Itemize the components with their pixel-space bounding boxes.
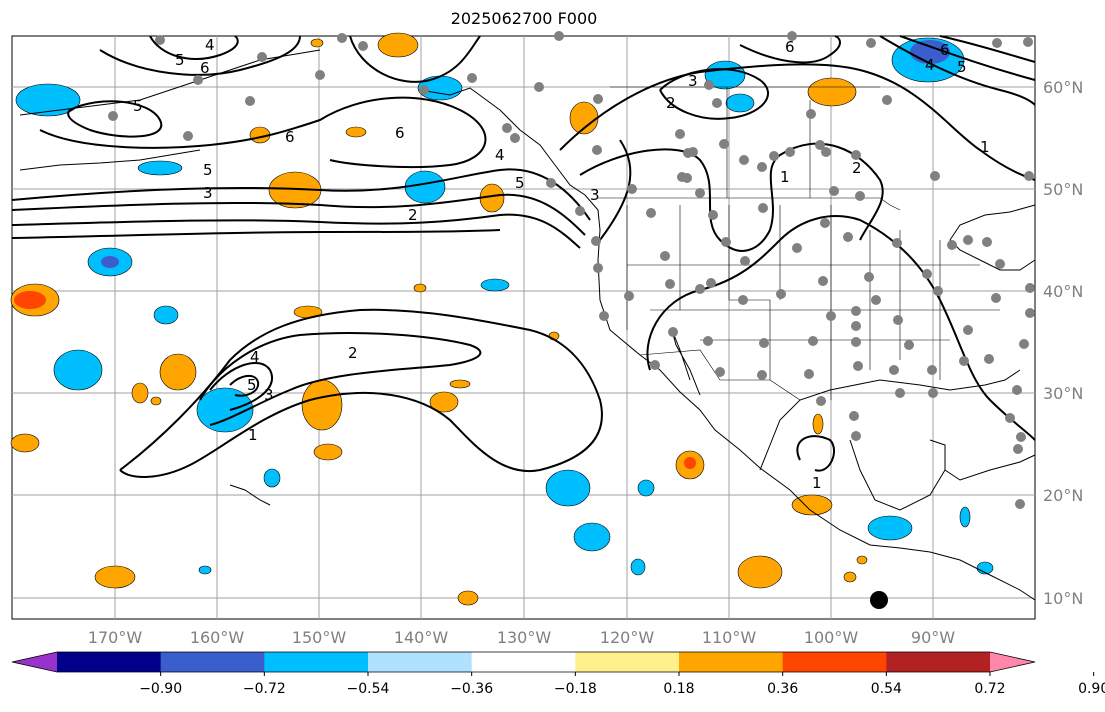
colorbar-bin (160, 652, 265, 672)
lon-label: 130°W (497, 628, 552, 647)
contour-label-3: 3 (590, 186, 600, 204)
colorbar-extension-high (990, 652, 1035, 672)
colorbar-bin (886, 652, 991, 672)
colorbar-bin (679, 652, 784, 672)
colorbar-tick-label: 0.18 (663, 681, 694, 697)
contour-label-5: 5 (203, 161, 213, 179)
contour-label-6: 6 (785, 38, 795, 56)
colorbar-bin (264, 652, 369, 672)
longitude-labels: 170°W 160°W 150°W 140°W 130°W 120°W 110°… (88, 628, 955, 647)
lat-label: 20°N (1043, 486, 1083, 505)
colorbar-bin (782, 652, 887, 672)
colorbar-tick-label: 0.54 (871, 681, 902, 697)
contour-labels: 3 5 2 6 6 5 6 5 4 5 4 3 2 3 6 1 2 1 6 4 … (133, 36, 990, 492)
contour-label-4: 4 (250, 348, 260, 366)
contour-label-1: 1 (248, 426, 258, 444)
colorbar: −0.90 −0.72 −0.54 −0.36 −0.18 0.18 0.36 0.54 0.7… (11, 651, 1105, 697)
colorbar-outline (11, 651, 1036, 673)
colorbar-tick-label: −0.36 (450, 681, 493, 697)
contour-label-4: 4 (205, 36, 215, 54)
contour-label-5: 5 (175, 51, 185, 69)
lat-label: 40°N (1043, 282, 1083, 301)
colorbar-tick-label: −0.72 (243, 681, 286, 697)
contour-label-5: 5 (515, 174, 525, 192)
colorbar-tick-label: 0.72 (974, 681, 1005, 697)
lon-label: 120°W (600, 628, 655, 647)
contour-label-1: 1 (980, 138, 990, 156)
colorbar-bin (57, 652, 162, 672)
contour-label-3: 3 (264, 386, 274, 404)
lon-label: 150°W (292, 628, 347, 647)
lon-label: 90°W (911, 628, 955, 647)
colorbar-tick-label: 0.90 (1078, 681, 1105, 697)
contour-label-5: 5 (957, 58, 967, 76)
colorbar-tick-label: −0.54 (347, 681, 390, 697)
contour-label-3: 3 (203, 184, 213, 202)
contour-label-6: 6 (200, 59, 210, 77)
colorbar-tick-label: 0.36 (767, 681, 798, 697)
latitude-labels: 60°N 50°N 40°N 30°N 20°N 10°N (1043, 78, 1083, 608)
lon-label: 170°W (88, 628, 143, 647)
contour-label-4: 4 (925, 56, 935, 74)
colorbar-bin (368, 652, 473, 672)
anomaly-shading (10, 32, 994, 606)
contour-label-2: 2 (408, 206, 418, 224)
contour-label-3: 3 (688, 72, 698, 90)
lon-label: 160°W (190, 628, 245, 647)
contour-label-6: 6 (395, 124, 405, 142)
lat-label: 10°N (1043, 589, 1083, 608)
contour-label-6: 6 (285, 128, 295, 146)
contour-label-1: 1 (780, 168, 790, 186)
lat-label: 30°N (1043, 384, 1083, 403)
contour-label-2: 2 (348, 344, 358, 362)
lon-label: 100°W (804, 628, 859, 647)
reference-dot (870, 591, 888, 609)
colorbar-tick-label: −0.18 (554, 681, 597, 697)
colorbar-bin (471, 652, 576, 672)
colorbar-bin (575, 652, 680, 672)
map-title: 2025062700 F000 (450, 9, 598, 28)
lat-label: 60°N (1043, 78, 1083, 97)
colorbar-tick-label: −0.90 (139, 681, 182, 697)
lon-label: 110°W (702, 628, 757, 647)
colorbar-extension-low (12, 652, 57, 672)
political-borders (598, 86, 1000, 401)
lon-label: 140°W (394, 628, 449, 647)
contour-label-4: 4 (495, 146, 505, 164)
contour-label-2: 2 (666, 94, 676, 112)
contour-label-5: 5 (133, 97, 143, 115)
lat-label: 50°N (1043, 180, 1083, 199)
contour-label-6: 6 (940, 41, 950, 59)
contour-label-5: 5 (247, 376, 257, 394)
station-markers (108, 31, 1035, 509)
contour-label-2: 2 (852, 159, 862, 177)
contour-label-1: 1 (812, 474, 822, 492)
